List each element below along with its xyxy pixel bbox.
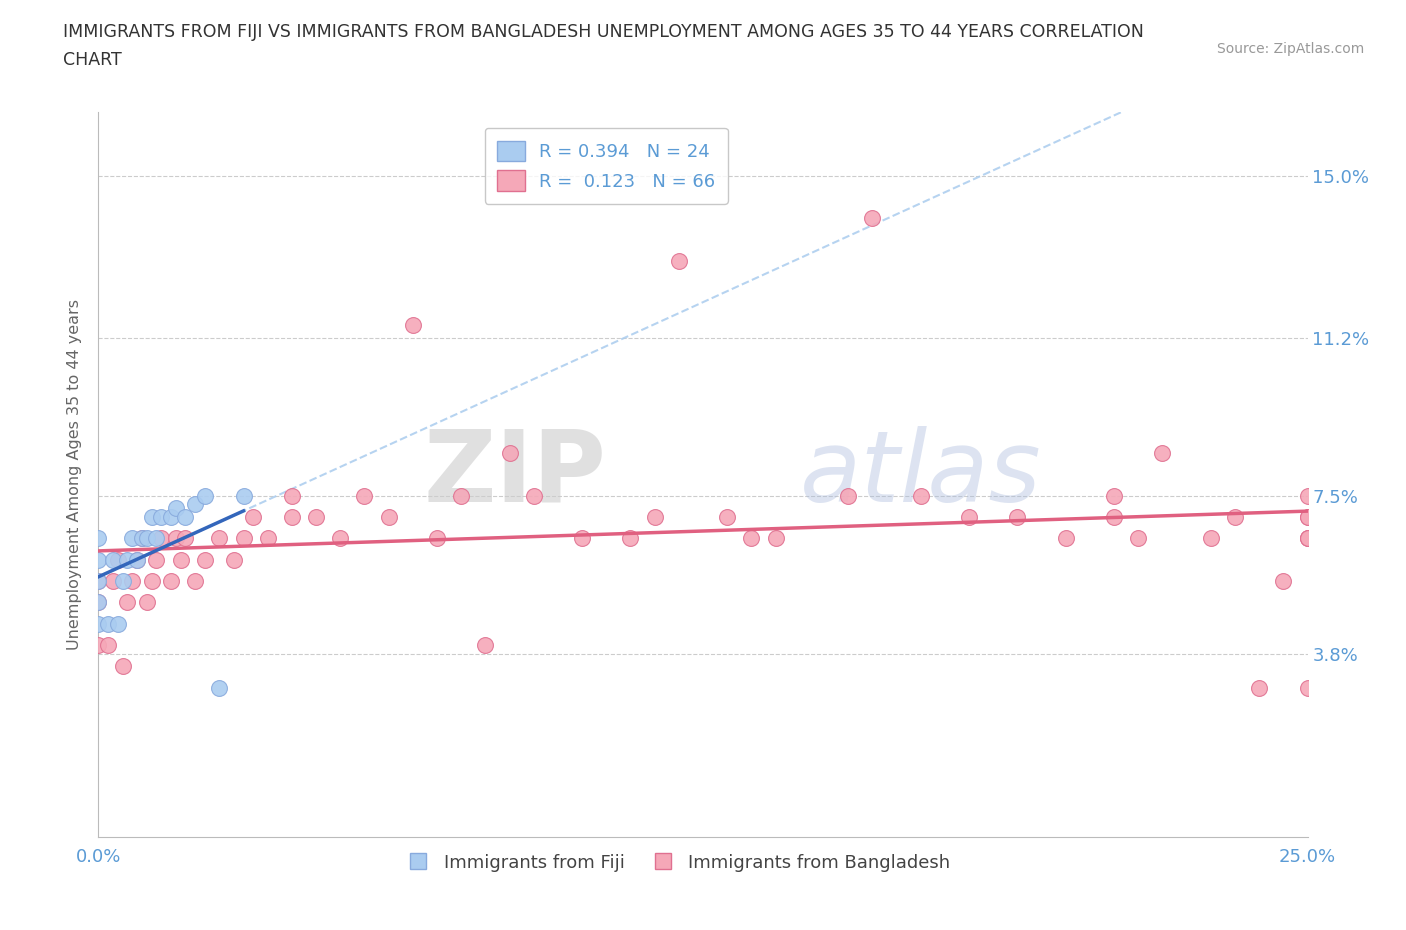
Point	[97, 617, 120, 631]
Point	[87, 531, 110, 546]
Text: IMMIGRANTS FROM FIJI VS IMMIGRANTS FROM BANGLADESH UNEMPLOYMENT AMONG AGES 35 TO: IMMIGRANTS FROM FIJI VS IMMIGRANTS FROM …	[63, 23, 1144, 41]
Point	[740, 531, 762, 546]
Point	[165, 501, 187, 516]
Point	[87, 574, 110, 589]
Point	[1199, 531, 1222, 546]
Text: Source: ZipAtlas.com: Source: ZipAtlas.com	[1216, 42, 1364, 56]
Legend: Immigrants from Fiji, Immigrants from Bangladesh: Immigrants from Fiji, Immigrants from Ba…	[401, 846, 957, 879]
Point	[1007, 510, 1029, 525]
Point	[256, 531, 278, 546]
Point	[426, 531, 449, 546]
Point	[474, 638, 496, 653]
Point	[141, 510, 163, 525]
Point	[121, 531, 143, 546]
Point	[101, 552, 124, 567]
Point	[174, 510, 197, 525]
Point	[402, 317, 425, 332]
Point	[208, 531, 231, 546]
Point	[1128, 531, 1150, 546]
Point	[1296, 488, 1319, 503]
Y-axis label: Unemployment Among Ages 35 to 44 years: Unemployment Among Ages 35 to 44 years	[67, 299, 83, 650]
Point	[184, 497, 207, 512]
Point	[174, 531, 197, 546]
Point	[353, 488, 375, 503]
Point	[232, 488, 254, 503]
Point	[910, 488, 932, 503]
Point	[111, 658, 134, 673]
Point	[837, 488, 859, 503]
Point	[1102, 488, 1125, 503]
Text: ZIP: ZIP	[423, 426, 606, 523]
Point	[127, 552, 149, 567]
Point	[160, 510, 183, 525]
Point	[1296, 510, 1319, 525]
Point	[87, 595, 110, 610]
Point	[1249, 680, 1271, 695]
Point	[232, 531, 254, 546]
Point	[281, 510, 304, 525]
Point	[619, 531, 641, 546]
Point	[135, 595, 157, 610]
Point	[101, 574, 124, 589]
Point	[150, 510, 173, 525]
Point	[498, 445, 520, 460]
Point	[860, 211, 883, 226]
Point	[1054, 531, 1077, 546]
Point	[1296, 531, 1319, 546]
Point	[131, 531, 153, 546]
Point	[169, 552, 191, 567]
Point	[571, 531, 593, 546]
Point	[184, 574, 207, 589]
Point	[281, 488, 304, 503]
Point	[141, 574, 163, 589]
Point	[668, 254, 690, 269]
Point	[1223, 510, 1246, 525]
Point	[135, 531, 157, 546]
Point	[1296, 510, 1319, 525]
Point	[117, 595, 139, 610]
Point	[194, 488, 217, 503]
Point	[1272, 574, 1295, 589]
Point	[1152, 445, 1174, 460]
Point	[145, 552, 167, 567]
Point	[208, 680, 231, 695]
Point	[160, 574, 183, 589]
Point	[644, 510, 666, 525]
Point	[957, 510, 980, 525]
Point	[1296, 680, 1319, 695]
Point	[107, 552, 129, 567]
Point	[87, 574, 110, 589]
Point	[107, 617, 129, 631]
Point	[87, 595, 110, 610]
Point	[194, 552, 217, 567]
Point	[131, 531, 153, 546]
Point	[121, 574, 143, 589]
Point	[111, 574, 134, 589]
Point	[1296, 531, 1319, 546]
Point	[222, 552, 245, 567]
Point	[305, 510, 328, 525]
Point	[329, 531, 352, 546]
Point	[150, 531, 173, 546]
Point	[242, 510, 264, 525]
Point	[523, 488, 546, 503]
Point	[165, 531, 187, 546]
Point	[87, 617, 110, 631]
Point	[87, 552, 110, 567]
Text: atlas: atlas	[800, 426, 1042, 523]
Point	[87, 638, 110, 653]
Point	[716, 510, 738, 525]
Text: CHART: CHART	[63, 51, 122, 69]
Point	[117, 552, 139, 567]
Point	[1296, 531, 1319, 546]
Point	[1102, 510, 1125, 525]
Point	[127, 552, 149, 567]
Point	[145, 531, 167, 546]
Point	[450, 488, 472, 503]
Point	[377, 510, 399, 525]
Point	[97, 638, 120, 653]
Point	[765, 531, 787, 546]
